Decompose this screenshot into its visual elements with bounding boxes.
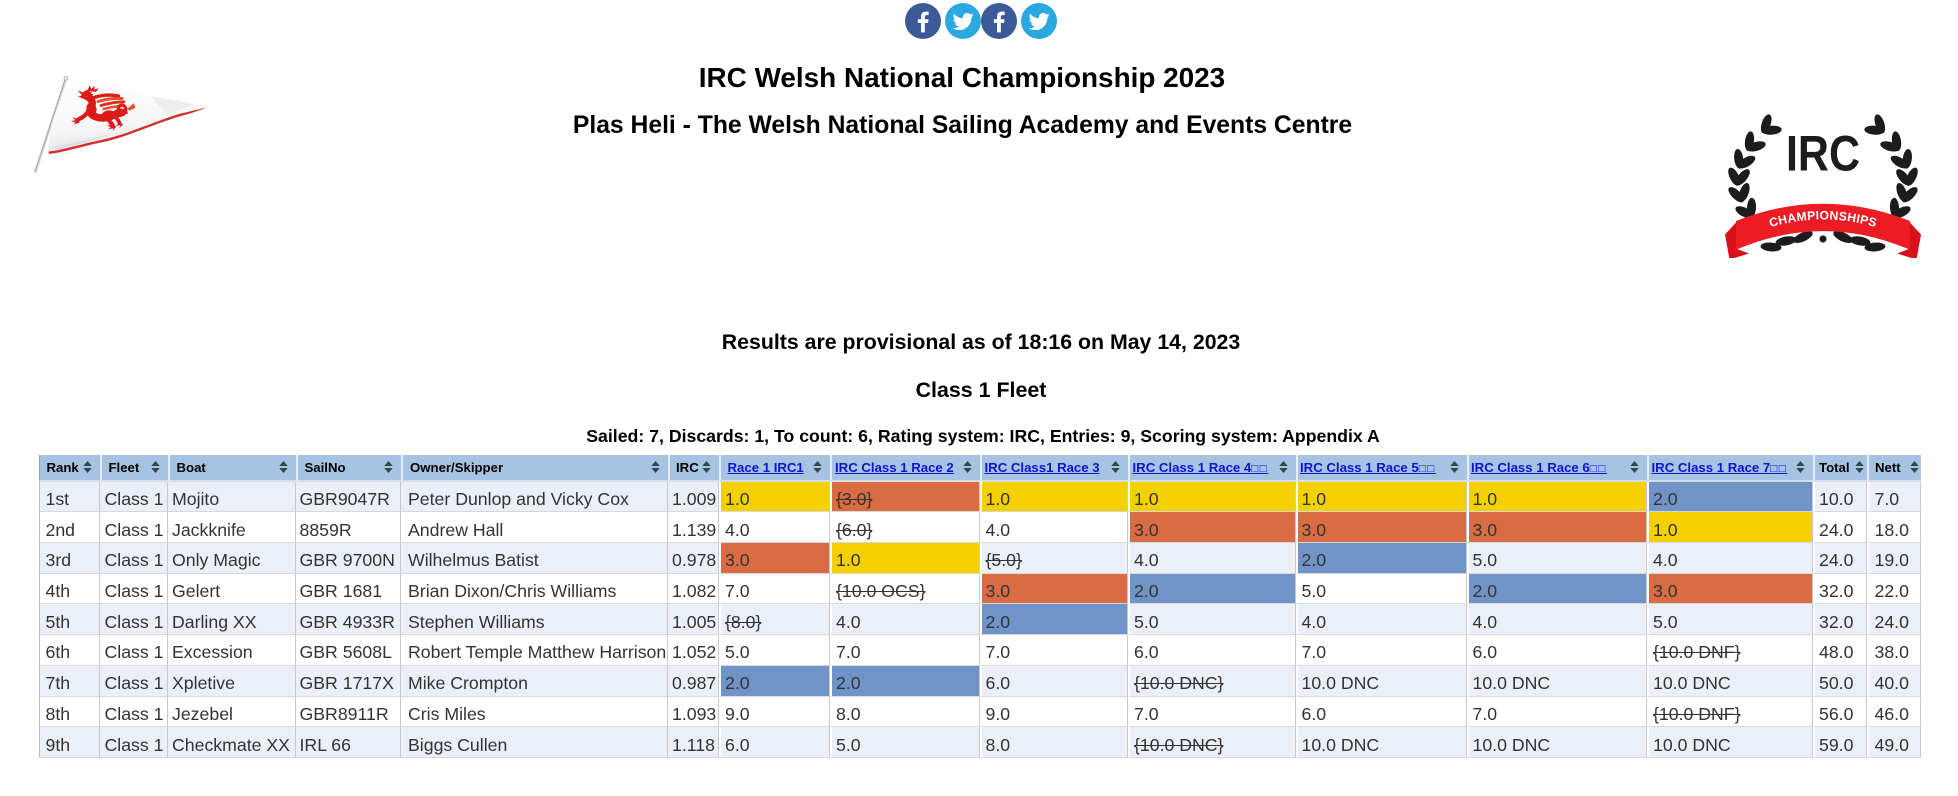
svg-text:IRC: IRC xyxy=(1786,125,1860,181)
